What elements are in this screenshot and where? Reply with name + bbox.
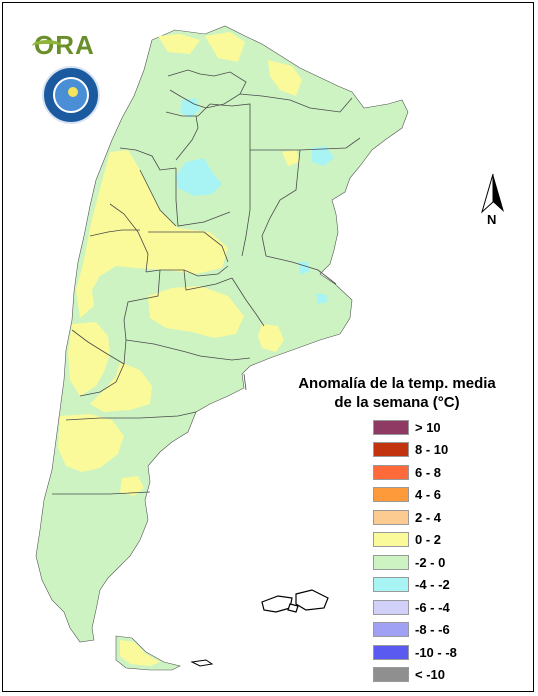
legend-title-line-1: Anomalía de la temp. media	[298, 375, 496, 392]
legend-label: 0 - 2	[415, 532, 442, 548]
legend-item: > 10	[373, 416, 457, 439]
legend-item: 6 - 8	[373, 461, 457, 484]
legend-label: > 10	[415, 419, 441, 435]
legend-label: 2 - 4	[415, 509, 442, 525]
legend-label: -6 - -4	[415, 599, 450, 615]
legend-swatch	[373, 464, 409, 480]
sun-icon	[68, 87, 78, 97]
legend-swatch	[373, 509, 409, 525]
legend-label: -10 - -8	[415, 644, 457, 660]
legend-item: -2 - 0	[373, 551, 457, 574]
legend-item: -6 - -4	[373, 596, 457, 619]
legend-label: -4 - -2	[415, 577, 450, 593]
isla-de-los-estados	[190, 659, 214, 667]
legend-item: -10 - -8	[373, 641, 457, 664]
legend-swatch	[373, 577, 409, 593]
legend-item: -8 - -6	[373, 619, 457, 642]
legend-title-line-2: de la semana (°C)	[334, 394, 460, 411]
legend: > 10 8 - 10 6 - 8 4 - 6 2 - 4 0 - 2 -2 - 0 -4 -…	[373, 416, 457, 686]
legend-label: 8 - 10	[415, 442, 449, 458]
legend-swatch	[373, 667, 409, 683]
legend-item: -4 - -2	[373, 574, 457, 597]
legend-swatch	[373, 599, 409, 615]
legend-swatch	[373, 419, 409, 435]
legend-swatch	[373, 532, 409, 548]
legend-label: -2 - 0	[415, 554, 446, 570]
legend-label: < -10	[415, 667, 445, 683]
legend-label: 6 - 8	[415, 464, 442, 480]
malvinas-islands	[261, 589, 329, 613]
legend-label: 4 - 6	[415, 487, 442, 503]
warm-anomaly-zones	[58, 32, 302, 496]
legend-swatch	[373, 487, 409, 503]
legend-item: 8 - 10	[373, 439, 457, 462]
ora-logo: ORA	[32, 30, 104, 60]
legend-item: 0 - 2	[373, 529, 457, 552]
legend-swatch	[373, 622, 409, 638]
cold-anomaly-zones	[176, 98, 334, 304]
legend-swatch	[373, 442, 409, 458]
province-borders	[52, 69, 361, 495]
tierra-del-fuego-warm	[120, 640, 160, 666]
legend-item: 4 - 6	[373, 484, 457, 507]
north-arrow: N	[478, 172, 508, 232]
legend-item: < -10	[373, 664, 457, 687]
legend-title: Anomalía de la temp. media de la semana …	[290, 374, 504, 412]
seal-inner-icon	[53, 77, 89, 113]
north-arrow-icon	[481, 173, 504, 214]
legend-label: -8 - -6	[415, 622, 450, 638]
north-label: N	[487, 212, 497, 227]
ora-swoosh-icon	[32, 40, 62, 52]
legend-swatch	[373, 554, 409, 570]
legend-item: 2 - 4	[373, 506, 457, 529]
weather-service-seal-icon	[42, 66, 100, 124]
legend-swatch	[373, 644, 409, 660]
